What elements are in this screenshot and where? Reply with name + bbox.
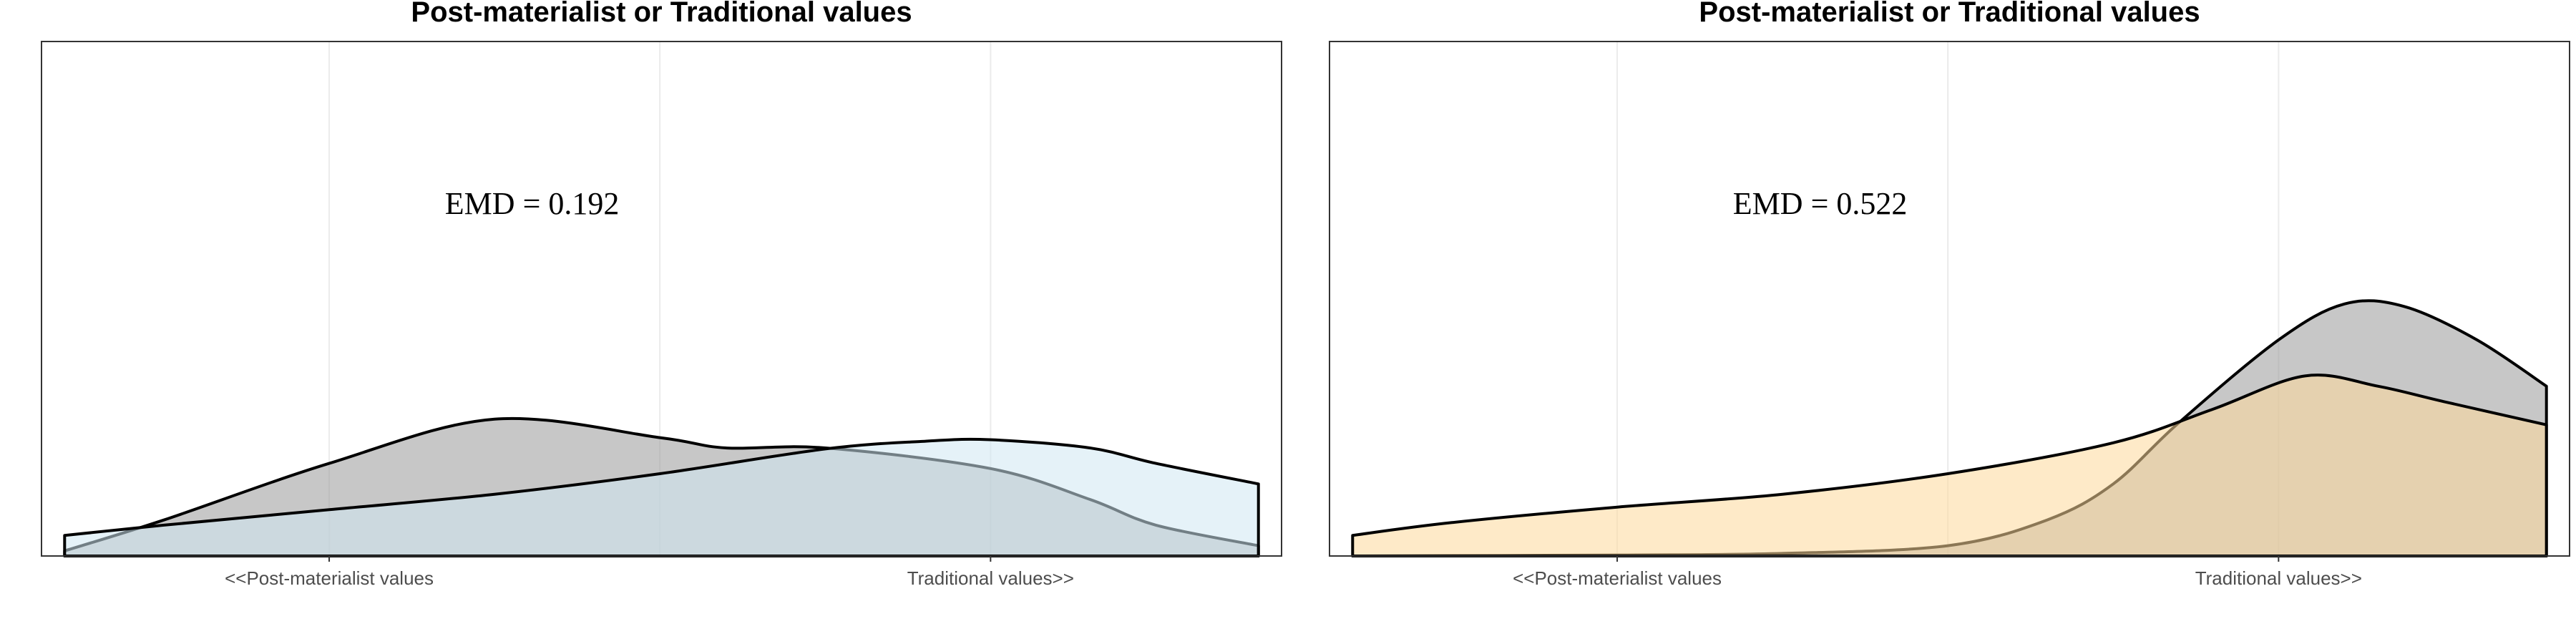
plot-border-left xyxy=(41,41,1282,557)
chart-title-right: Post-materialist or Traditional values xyxy=(1699,0,2200,28)
x-tick-label-left-0: <<Post-materialist values xyxy=(225,567,434,589)
x-tick-label-left-1: Traditional values>> xyxy=(907,567,1074,589)
chart-title-left: Post-materialist or Traditional values xyxy=(411,0,912,28)
density-area-left-1 xyxy=(63,437,1260,557)
emd-annotation-left: EMD = 0.192 xyxy=(445,186,620,221)
